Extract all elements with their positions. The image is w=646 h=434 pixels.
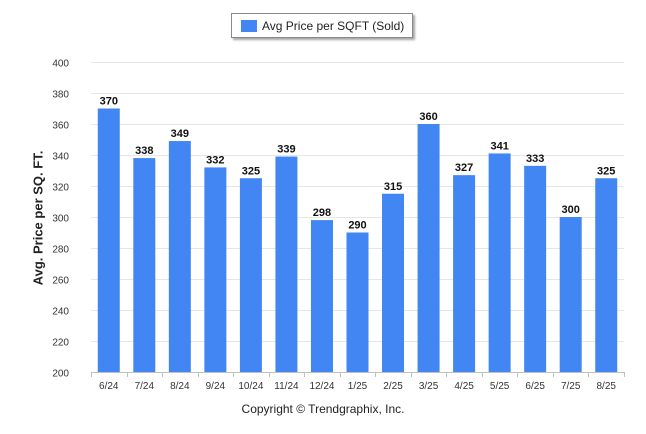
- data-label: 298: [313, 207, 331, 219]
- bars: [97, 108, 618, 372]
- y-tick-label: 240: [52, 307, 69, 318]
- x-tick-label: 3/25: [419, 381, 439, 392]
- x-tick-label: 11/24: [274, 381, 299, 392]
- axes: 200 220 240 260 280 300 320 340 360 380 400 6/24 7/2…: [52, 59, 625, 392]
- y-tick-label: 200: [52, 369, 69, 380]
- y-tick-label: 340: [52, 152, 69, 163]
- x-tick-label: 4/25: [454, 381, 474, 392]
- data-label: 339: [277, 144, 295, 156]
- x-tick-label: 10/24: [238, 381, 263, 392]
- bar: [382, 193, 405, 372]
- data-label: 370: [100, 96, 118, 108]
- bar: [310, 220, 333, 372]
- x-tick-label: 7/24: [135, 381, 155, 392]
- data-label: 338: [135, 145, 153, 157]
- data-label: 341: [490, 140, 508, 152]
- bar: [133, 158, 156, 372]
- data-label: 300: [562, 204, 580, 216]
- bar: [275, 156, 298, 372]
- x-tick-label: 8/25: [596, 381, 616, 392]
- y-tick-label: 260: [52, 276, 69, 287]
- x-tick-label: 8/24: [170, 381, 190, 392]
- bar: [453, 175, 476, 372]
- bar: [595, 178, 618, 372]
- bar: [559, 217, 582, 372]
- x-tick-label: 9/24: [206, 381, 226, 392]
- bar: [204, 167, 227, 372]
- x-tick-label: 5/25: [490, 381, 510, 392]
- data-label: 349: [171, 128, 189, 140]
- y-tick-label: 360: [52, 121, 69, 132]
- x-tick-label: 12/24: [309, 381, 334, 392]
- chart-legend: Avg Price per SQFT (Sold): [231, 13, 413, 38]
- x-tick-label: 2/25: [383, 381, 403, 392]
- bar: [346, 232, 369, 372]
- data-label: 290: [348, 220, 366, 232]
- data-label: 332: [206, 154, 224, 166]
- data-label: 327: [455, 162, 473, 174]
- bar: [524, 165, 547, 372]
- legend-label: Avg Price per SQFT (Sold): [262, 18, 405, 33]
- bar: [239, 178, 262, 372]
- y-tick-label: 320: [52, 183, 69, 194]
- bar: [488, 153, 511, 372]
- data-label: 325: [597, 165, 615, 177]
- y-tick-label: 280: [52, 245, 69, 256]
- copyright-text: Copyright © Trendgraphix, Inc.: [241, 402, 405, 416]
- y-tick-label: 380: [52, 90, 69, 101]
- data-label: 360: [419, 111, 437, 123]
- legend-swatch: [241, 19, 257, 32]
- data-labels: 370 338 349 332 325 339 298 290 315 360 327 341 333 3…: [100, 96, 616, 232]
- x-tick-label: 6/24: [99, 381, 119, 392]
- x-tick-label: 7/25: [561, 381, 581, 392]
- data-label: 333: [526, 153, 544, 165]
- y-tick-label: 400: [52, 59, 69, 70]
- x-tick-label: 6/25: [525, 381, 545, 392]
- data-label: 325: [242, 165, 260, 177]
- bar: [97, 108, 120, 372]
- y-tick-label: 220: [52, 338, 69, 349]
- bar: [417, 124, 440, 372]
- data-label: 315: [384, 181, 402, 193]
- x-tick-label: 1/25: [348, 381, 368, 392]
- bar: [168, 141, 191, 372]
- y-tick-label: 300: [52, 214, 69, 225]
